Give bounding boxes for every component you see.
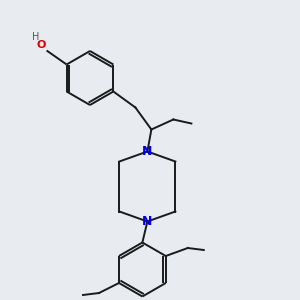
Text: O: O	[36, 40, 46, 50]
Text: N: N	[142, 215, 153, 228]
Text: N: N	[142, 145, 153, 158]
Text: H: H	[32, 32, 39, 43]
